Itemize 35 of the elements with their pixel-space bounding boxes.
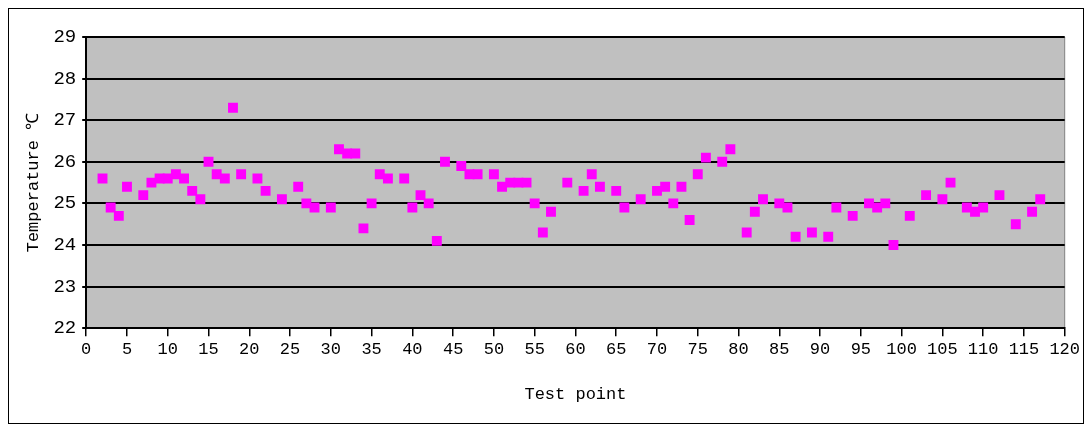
x-tick-label: 60 [565,339,586,359]
x-tick-label: 100 [886,339,917,359]
x-tick-label: 45 [442,339,464,359]
y-tick-label: 29 [53,26,77,49]
x-tick-label: 115 [1008,339,1040,359]
x-axis-title: Test point [524,385,627,405]
x-tick-label: 110 [967,339,999,359]
x-tick-label: 20 [239,339,260,359]
y-tick-label: 22 [53,317,77,340]
x-tick-label: 30 [320,339,342,359]
y-tick-label: 23 [53,275,77,298]
y-tick-label: 26 [53,150,77,173]
x-tick-label: 80 [728,339,749,359]
x-tick-label: 85 [769,339,790,359]
x-tick-label: 65 [606,339,627,359]
y-tick-label: 27 [53,109,77,132]
x-tick-label: 10 [157,339,178,359]
x-tick-label: 5 [121,339,133,359]
y-tick-label: 24 [53,234,77,257]
x-tick-label: 40 [402,339,423,359]
x-tick-label: 95 [850,339,872,359]
x-tick-label: 75 [687,339,708,359]
y-tick-label: 25 [53,192,77,215]
x-tick-label: 15 [198,339,219,359]
x-tick-label: 0 [81,339,92,359]
x-tick-label: 25 [279,339,301,359]
x-tick-label: 55 [524,339,545,359]
x-tick-label: 35 [361,339,382,359]
x-tick-label: 90 [809,339,831,359]
x-tick-label: 70 [646,339,668,359]
x-tick-label: 120 [1049,339,1080,359]
x-tick-label: 50 [483,339,505,359]
y-tick-label: 28 [53,67,77,90]
y-axis-title: Temperature ℃ [23,112,43,253]
x-tick-label: 105 [927,339,958,359]
